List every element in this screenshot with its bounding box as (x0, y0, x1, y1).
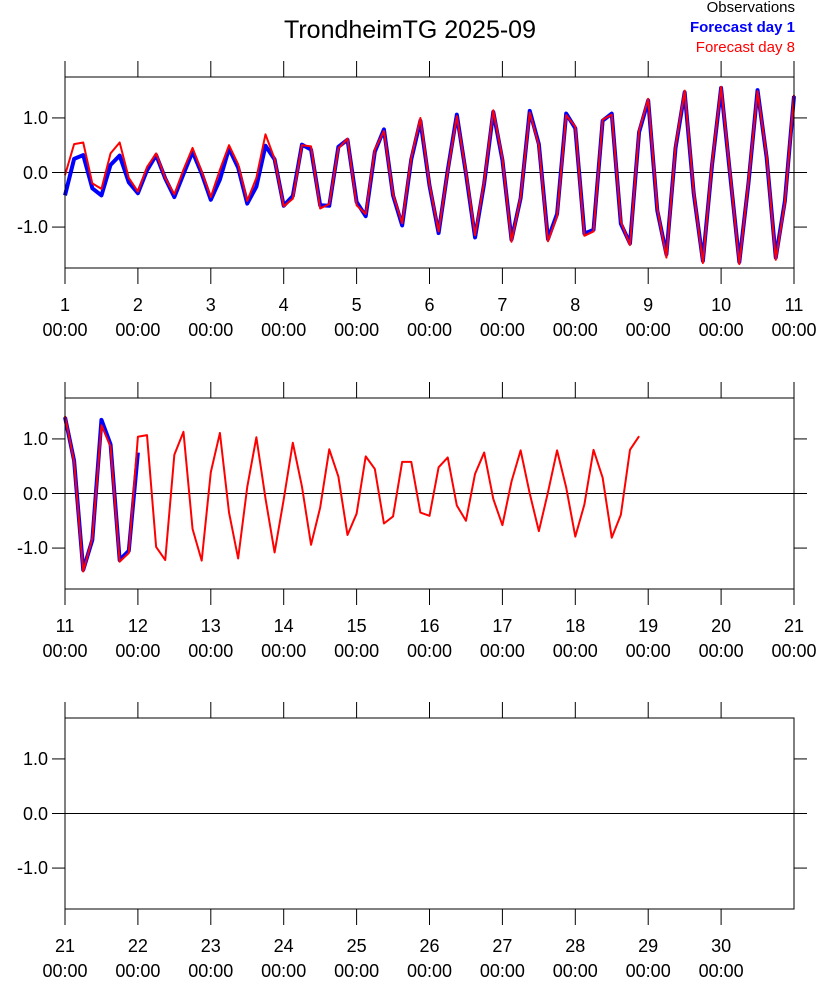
x-tick-label: 21 00:00 (42, 936, 88, 981)
legend-entry: Forecast day 8 (695, 39, 795, 56)
x-tick-label: 30 00:00 (698, 936, 744, 981)
y-tick-label: 0.0 (22, 483, 48, 504)
x-tick-label: 20 00:00 (698, 616, 744, 661)
y-tick-label: 1.0 (22, 107, 48, 128)
x-tick-label: 4 00:00 (261, 295, 307, 340)
x-tick-label: 9 00:00 (625, 295, 671, 340)
x-tick-label: 13 00:00 (188, 616, 234, 661)
x-tick-label: 3 00:00 (188, 295, 234, 340)
x-tick-label: 10 00:00 (698, 295, 744, 340)
plot-frame (64, 76, 795, 269)
x-tick-label: 28 00:00 (552, 936, 598, 981)
y-tick-label: 0.0 (22, 162, 48, 183)
chart-title: TrondheimTG 2025-09 (284, 16, 536, 44)
x-tick-label: 25 00:00 (334, 936, 380, 981)
x-tick-label: 15 00:00 (334, 616, 380, 661)
y-tick-label: -1.0 (16, 217, 48, 238)
x-tick-label: 6 00:00 (406, 295, 453, 340)
y-tick-label: -1.0 (16, 858, 48, 879)
x-tick-label: 11 00:00 (771, 295, 817, 340)
x-tick-label: 27 00:00 (479, 936, 525, 981)
plot-frame (64, 397, 795, 590)
x-tick-label: 17 00:00 (479, 616, 525, 661)
x-tick-label: 26 00:00 (406, 936, 453, 981)
x-tick-label: 23 00:00 (188, 936, 234, 981)
x-tick-label: 2 00:00 (115, 295, 161, 340)
legend-entry: Observations (706, 0, 795, 16)
x-tick-label: 12 00:00 (115, 616, 161, 661)
x-tick-label: 18 00:00 (552, 616, 598, 661)
x-tick-label: 5 00:00 (334, 295, 380, 340)
y-tick-label: 0.0 (22, 803, 48, 824)
x-tick-label: 11 00:00 (42, 616, 88, 661)
x-tick-label: 21 00:00 (771, 616, 817, 661)
x-tick-label: 7 00:00 (479, 295, 525, 340)
x-tick-label: 14 00:00 (261, 616, 307, 661)
x-tick-label: 22 00:00 (115, 936, 161, 981)
y-tick-label: -1.0 (16, 538, 48, 559)
series-line (63, 85, 796, 264)
x-tick-label: 8 00:00 (552, 295, 598, 340)
x-tick-label: 29 00:00 (625, 936, 671, 981)
y-tick-label: 1.0 (22, 748, 48, 769)
series-line (64, 85, 795, 266)
x-tick-label: 19 00:00 (625, 616, 671, 661)
series-line (64, 415, 640, 573)
x-tick-label: 1 00:00 (42, 295, 88, 340)
plot-frame (64, 717, 795, 910)
legend-entry: Forecast day 1 (689, 19, 795, 36)
x-tick-label: 24 00:00 (261, 936, 307, 981)
y-tick-label: 1.0 (22, 428, 48, 449)
x-tick-label: 16 00:00 (406, 616, 453, 661)
